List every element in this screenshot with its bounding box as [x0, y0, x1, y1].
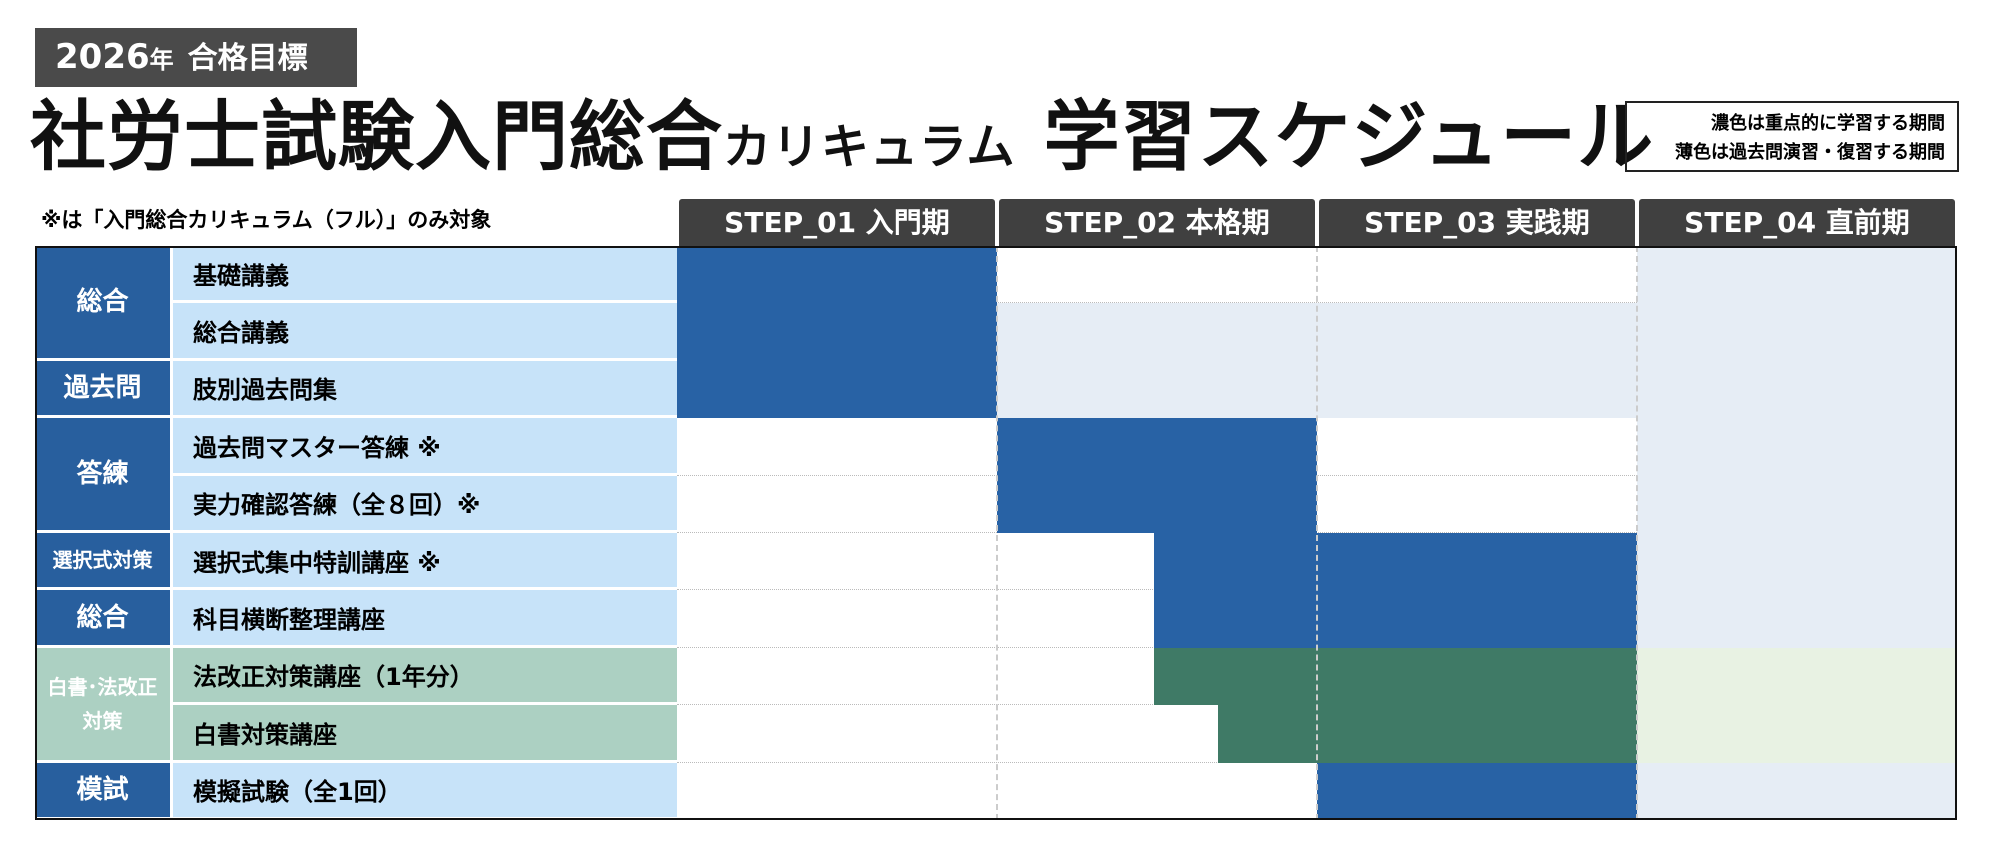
step-code: STEP_01 — [724, 206, 857, 239]
note: ※は「入門総合カリキュラム（フル）」のみ対象 — [41, 208, 492, 232]
schedule-bar — [997, 418, 1317, 476]
course-name: 総合講義 — [170, 303, 677, 361]
step-code: STEP_04 — [1684, 206, 1817, 239]
course-name: 過去問マスター答練 ※ — [170, 418, 677, 476]
schedule-bar — [997, 303, 1957, 361]
course-name: 肢別過去問集 — [170, 360, 677, 419]
schedule-bar — [1637, 246, 1957, 304]
schedule-bar — [1637, 475, 1957, 533]
legend-line: 薄色は過去問演習・復習する期間 — [1675, 142, 1945, 163]
step-header: STEP_01 入門期 — [679, 199, 995, 246]
course-name: 科目横断整理講座 — [170, 590, 677, 648]
schedule-bar — [1153, 590, 1637, 648]
step-code: STEP_02 — [1044, 206, 1177, 239]
legend: 濃色は重点的に学習する期間薄色は過去問演習・復習する期間 — [1625, 101, 1959, 172]
course-name: 模擬試験（全1回） — [170, 762, 677, 820]
course-name: 基礎講義 — [170, 246, 677, 304]
category-line: 選択式対策 — [52, 548, 153, 573]
step-header: STEP_04 直前期 — [1639, 199, 1955, 246]
course-name: 選択式集中特訓講座 ※ — [170, 533, 677, 591]
category-label: 選択式対策 — [35, 533, 170, 591]
schedule-bar — [1637, 647, 1957, 706]
category-line: 答練 — [76, 459, 129, 490]
schedule-bar — [1637, 533, 1957, 591]
step-divider — [1316, 246, 1318, 820]
step-code: STEP_03 — [1364, 206, 1497, 239]
title: 社労士試験入門総合カリキュラム 学習スケジュール — [30, 92, 1654, 182]
course-name: 白書対策講座 — [170, 705, 677, 763]
badge-year-suffix: 年 — [149, 46, 174, 74]
step-name: 入門期 — [856, 206, 950, 239]
badge-year: 2026 — [55, 37, 150, 77]
category-label: 総合 — [35, 590, 170, 648]
step-name: 実践期 — [1496, 206, 1590, 239]
category-line: 総合 — [76, 286, 129, 317]
badge-label: 合格目標 — [187, 41, 308, 76]
category-line: 模試 — [76, 774, 129, 805]
schedule-bar — [1217, 705, 1637, 763]
schedule-bar — [1153, 647, 1637, 706]
title-main: 社労士試験入門総合 — [30, 92, 723, 181]
step-header: STEP_02 本格期 — [999, 199, 1315, 246]
category-line: 過去問 — [63, 372, 142, 403]
schedule-bar — [1153, 533, 1637, 591]
title-sub: カリキュラム — [723, 119, 1016, 175]
target-badge: 2026年 合格目標 — [35, 28, 357, 87]
category-line: 白書･法改正 — [47, 674, 158, 699]
legend-line: 濃色は重点的に学習する期間 — [1711, 113, 1945, 134]
step-name: 本格期 — [1176, 206, 1270, 239]
schedule-bar — [1637, 705, 1957, 763]
table-frame — [35, 246, 1957, 820]
schedule-bar — [997, 360, 1957, 419]
schedule-bar — [677, 303, 997, 361]
step-name: 直前期 — [1816, 206, 1910, 239]
category-label: 模試 — [35, 762, 170, 820]
schedule-bar — [677, 246, 997, 304]
schedule-bar — [1637, 762, 1957, 820]
title-tail: 学習スケジュール — [1043, 92, 1655, 181]
step-header: STEP_03 実践期 — [1319, 199, 1635, 246]
category-label: 白書･法改正 対策 — [35, 647, 170, 763]
category-line: 総合 — [76, 602, 129, 633]
step-divider — [1636, 246, 1638, 820]
step-divider — [996, 246, 998, 820]
category-line: 対策 — [82, 708, 123, 733]
category-label: 総合 — [35, 246, 170, 361]
course-name: 法改正対策講座（1年分） — [170, 647, 677, 706]
category-label: 過去問 — [35, 360, 170, 419]
category-label: 答練 — [35, 418, 170, 533]
schedule-bar — [1637, 418, 1957, 476]
course-name: 実力確認答練（全８回）※ — [170, 475, 677, 533]
schedule-bar — [1317, 762, 1637, 820]
schedule-bar — [1637, 590, 1957, 648]
schedule-bar — [677, 360, 997, 419]
schedule-bar — [997, 475, 1317, 533]
